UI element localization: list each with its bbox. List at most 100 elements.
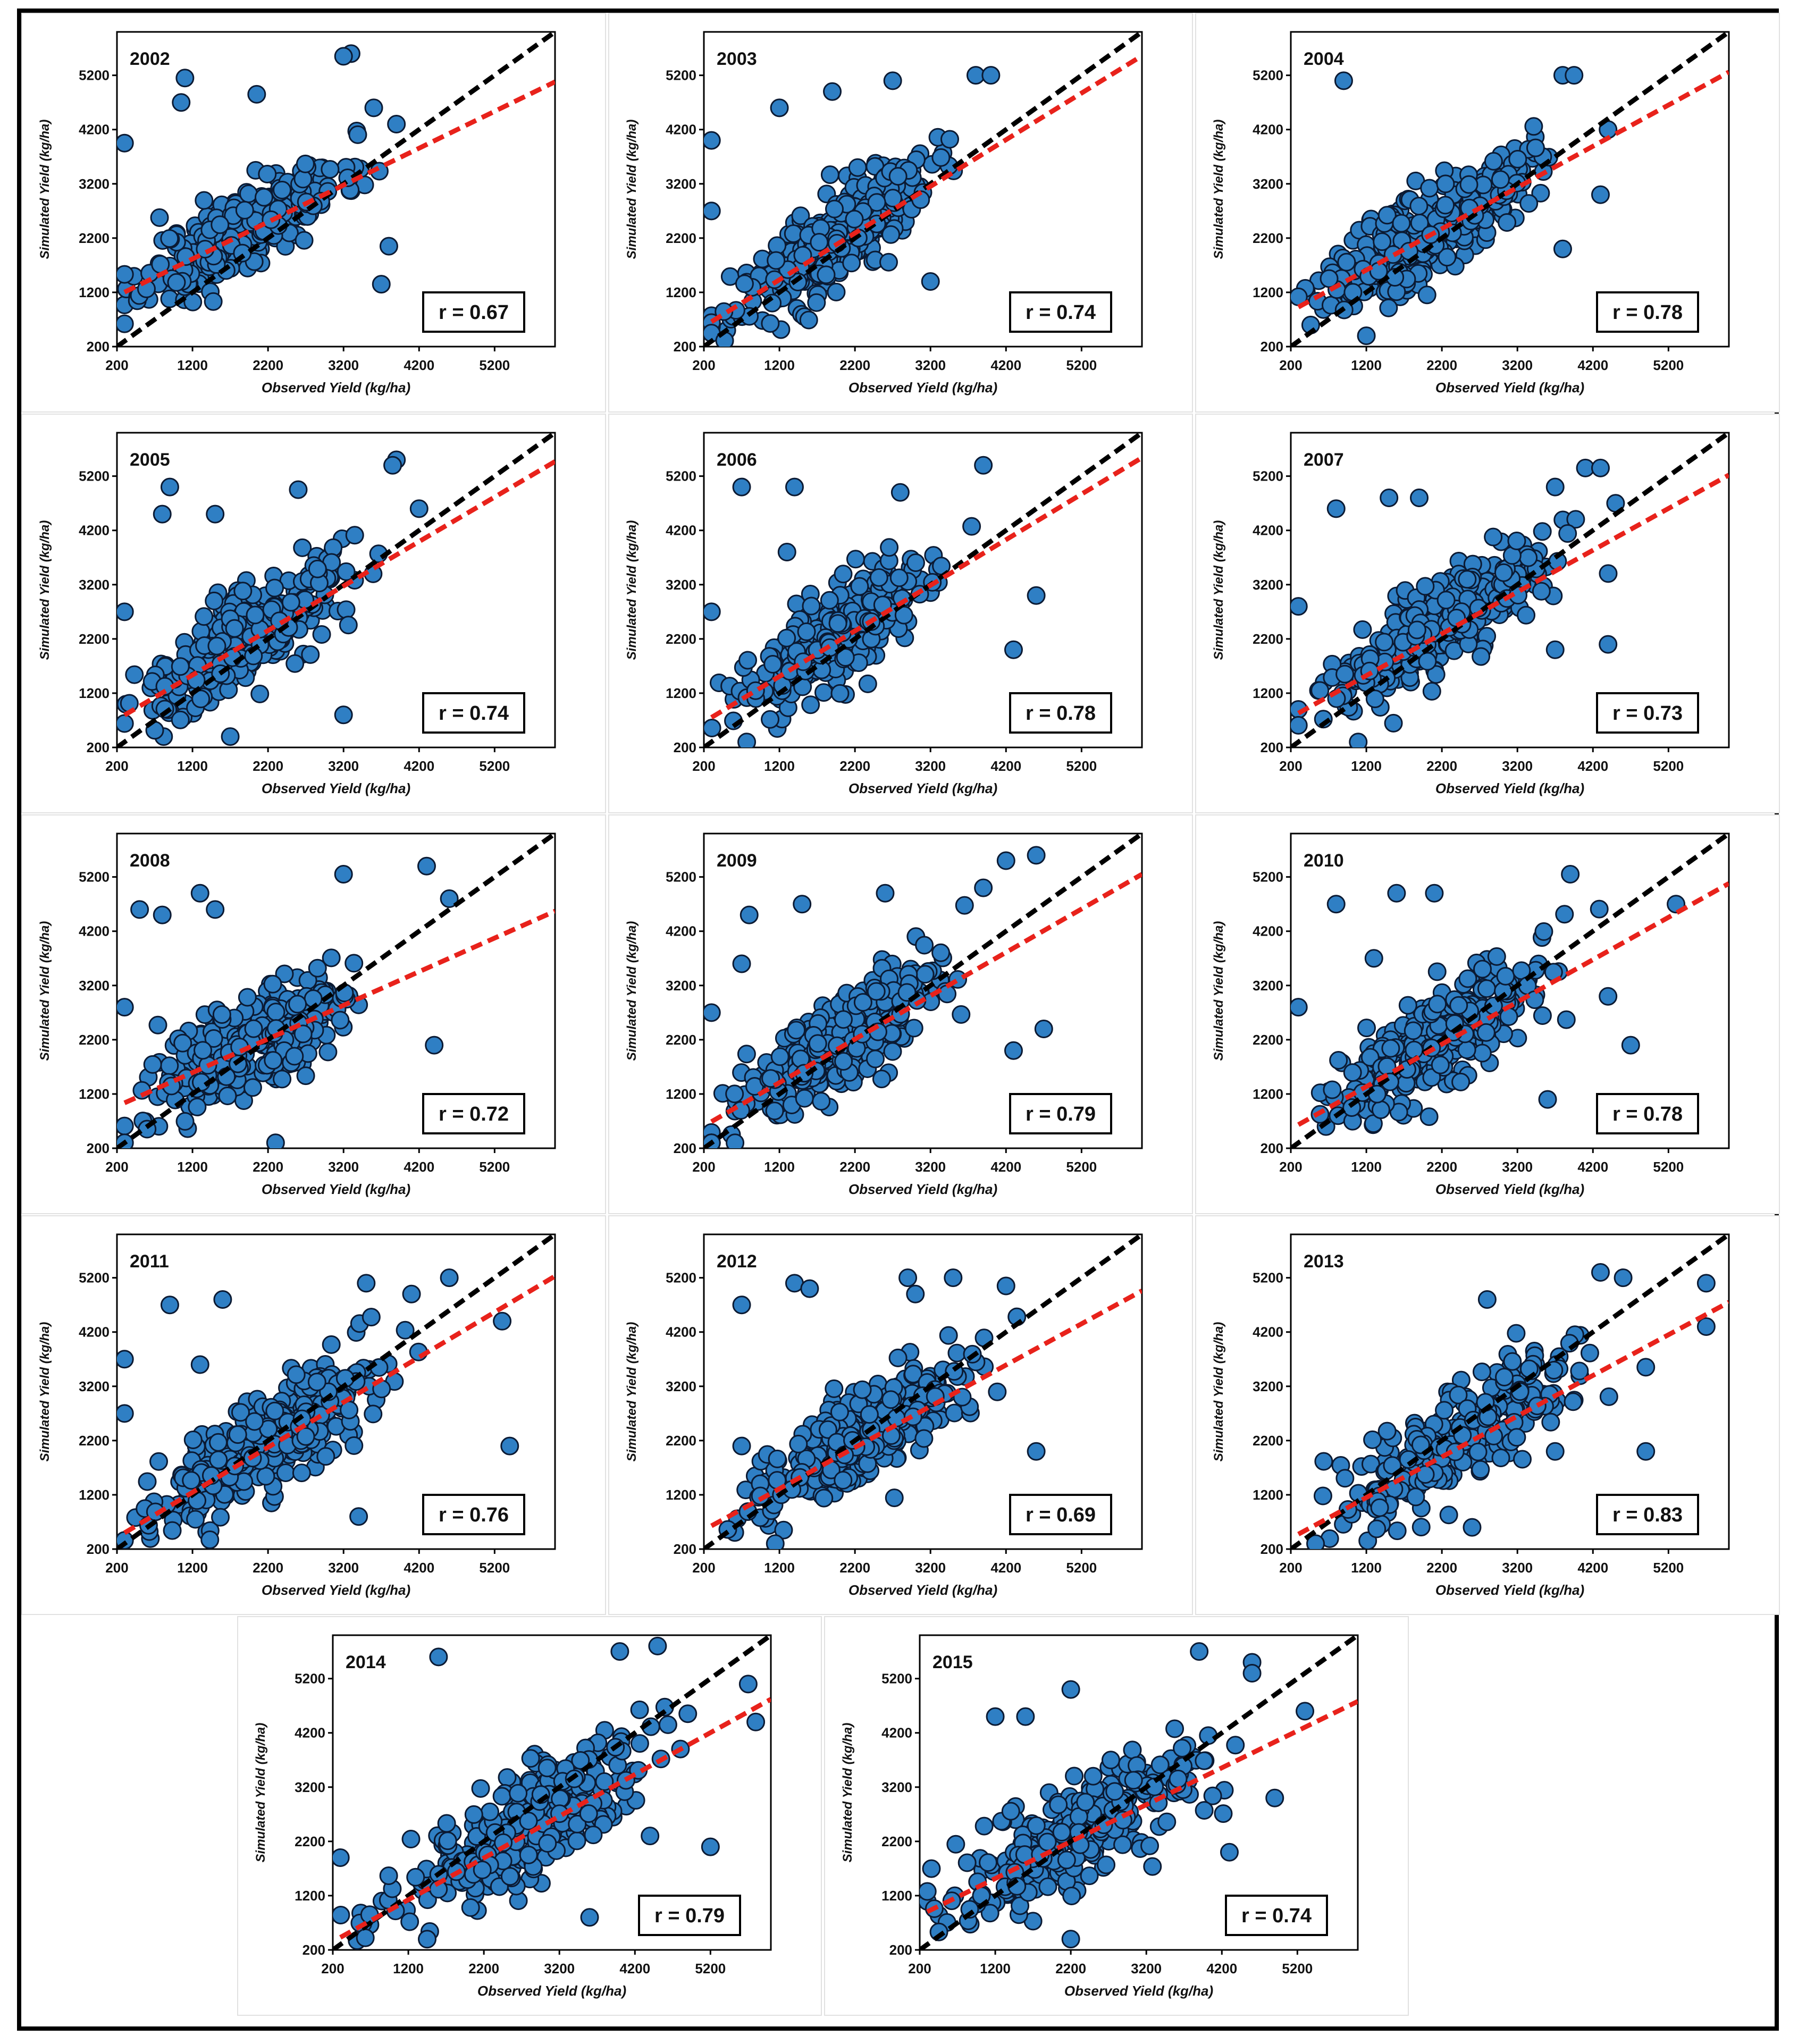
data-point [1590, 899, 1609, 919]
panel-title: 2008 [130, 851, 170, 871]
data-point [732, 477, 751, 497]
data-point [812, 1092, 831, 1111]
x-tick-label: 200 [692, 758, 715, 774]
data-point [117, 1350, 134, 1369]
y-tick-label: 5200 [1253, 468, 1283, 484]
data-point [331, 1011, 350, 1030]
data-point [285, 654, 305, 673]
data-point [1323, 1080, 1342, 1099]
data-point [334, 705, 353, 725]
data-point [175, 69, 195, 88]
data-point [153, 905, 172, 924]
data-point [498, 1768, 517, 1787]
data-point [732, 1436, 751, 1456]
data-point [1011, 1896, 1030, 1915]
data-point [766, 1534, 785, 1549]
data-point [777, 628, 796, 647]
scatter-chart-2003: 2002001200120022002200320032004200420052… [625, 31, 1143, 396]
data-point [1614, 1268, 1633, 1288]
y-tick-label: 3200 [1253, 176, 1283, 192]
x-tick-label: 4200 [619, 1961, 650, 1976]
data-point [285, 1047, 304, 1066]
data-point [988, 1382, 1007, 1401]
data-point [658, 1715, 677, 1734]
data-point [264, 1051, 283, 1070]
data-point [117, 1404, 134, 1423]
y-tick-label: 5200 [79, 869, 110, 885]
data-point [1004, 640, 1023, 659]
data-point [333, 1848, 350, 1867]
y-axis-label: Simulated Yield (kg/ha) [625, 921, 639, 1061]
data-point [1367, 1519, 1387, 1538]
data-point [595, 1772, 614, 1791]
data-point [293, 170, 313, 189]
y-tick-label: 200 [674, 739, 696, 755]
r-value-box [638, 1895, 741, 1936]
y-tick-label: 2200 [1253, 1032, 1283, 1048]
scatter-chart-2005: 2002001200120022002200320032004200420052… [38, 432, 556, 796]
panel-2010: 200 200 1200 1200 2200 2200 3200 3200 4200 4200 52… [1195, 814, 1780, 1214]
data-point [737, 1045, 756, 1064]
data-point [938, 985, 957, 1004]
data-point [349, 1507, 368, 1526]
x-tick-label: 200 [908, 1961, 931, 1976]
scatter-chart-2002: 2002001200120022002200320032004200420052… [38, 31, 556, 396]
data-point [584, 1826, 603, 1845]
x-tick-label: 4200 [404, 357, 434, 373]
data-point [1411, 1435, 1430, 1454]
data-point [1313, 1486, 1332, 1505]
data-point [979, 1853, 998, 1872]
data-point [1436, 174, 1455, 194]
data-point [1591, 1263, 1610, 1282]
data-point [920, 1882, 937, 1901]
data-point [1621, 1036, 1640, 1055]
x-tick-label: 5200 [1066, 758, 1097, 774]
x-tick-label: 5200 [1282, 1961, 1313, 1976]
data-point [1169, 1769, 1188, 1788]
data-point [802, 596, 821, 616]
scatter-chart-2009: 2002001200120022002200320032004200420052… [625, 832, 1143, 1197]
data-point [265, 578, 284, 598]
data-point [740, 905, 759, 924]
data-point [117, 1116, 134, 1135]
panel-2008: 200 200 1200 1200 2200 2200 3200 3200 4200 4200 52… [21, 814, 606, 1214]
data-point [915, 965, 935, 984]
r-value-label: r = 0.74 [439, 702, 509, 725]
data-point [1080, 1866, 1099, 1886]
x-tick-label: 200 [1279, 1560, 1302, 1576]
x-tick-label: 1200 [1351, 357, 1382, 373]
panel-title: 2004 [1304, 49, 1344, 69]
x-tick-label: 1200 [764, 357, 795, 373]
data-point [1406, 1487, 1425, 1507]
regression-line [339, 1697, 771, 1940]
x-tick-label: 1200 [1351, 1159, 1382, 1175]
r-value-box [1009, 1494, 1112, 1535]
data-point [1519, 194, 1539, 213]
y-tick-label: 4200 [666, 122, 696, 138]
y-tick-label: 4200 [79, 1324, 110, 1340]
data-point [1214, 1804, 1233, 1823]
data-point [266, 1133, 285, 1148]
data-point [1380, 488, 1399, 507]
data-point [1426, 665, 1446, 684]
r-value-box [1009, 291, 1112, 333]
data-point [834, 1010, 853, 1029]
data-point [130, 900, 149, 919]
panel-2006: 200 200 1200 1200 2200 2200 3200 3200 4200 4200 52… [608, 414, 1193, 813]
y-axis-label: Simulated Yield (kg/ha) [38, 520, 52, 660]
x-axis-label: Observed Yield (kg/ha) [1435, 780, 1584, 796]
data-point [922, 1859, 941, 1878]
data-point [1476, 1023, 1495, 1042]
x-tick-label: 3200 [328, 1560, 359, 1576]
x-tick-label: 200 [1279, 1159, 1302, 1175]
x-tick-label: 200 [692, 357, 715, 373]
data-point [1377, 1421, 1397, 1441]
data-point [1428, 995, 1447, 1014]
data-point [190, 1355, 209, 1374]
x-tick-label: 4200 [404, 758, 434, 774]
data-point [188, 1097, 207, 1116]
x-tick-label: 4200 [990, 758, 1021, 774]
data-point [235, 200, 254, 220]
data-point [1371, 1100, 1390, 1120]
data-point [204, 1029, 223, 1048]
